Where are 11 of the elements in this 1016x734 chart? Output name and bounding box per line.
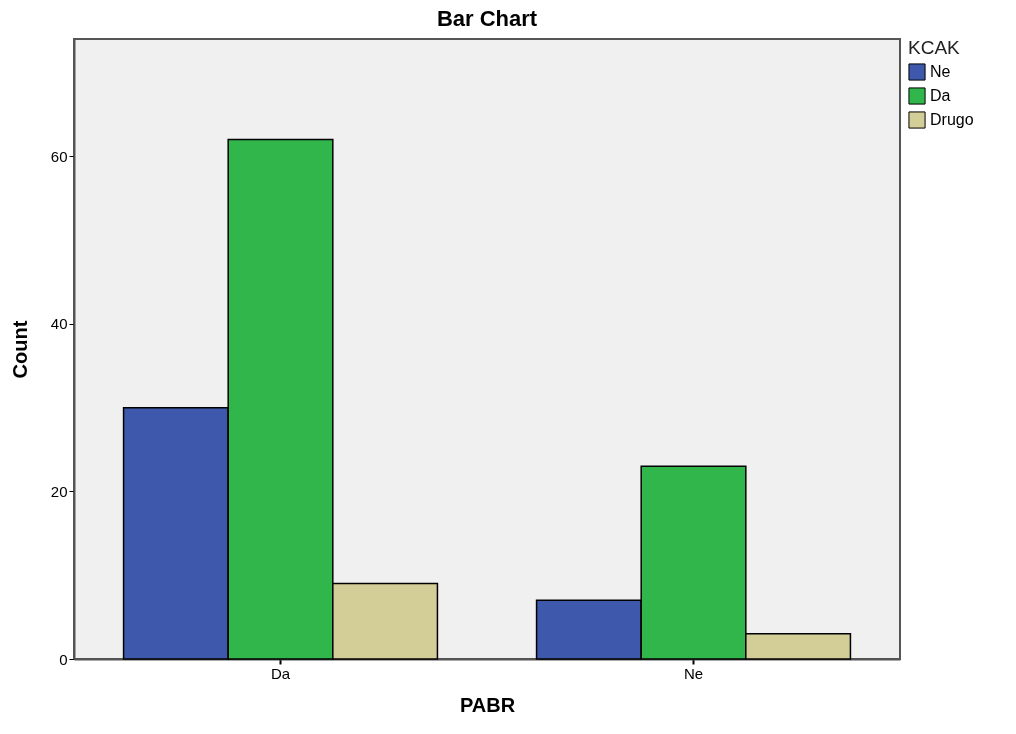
legend-label: Ne (930, 63, 951, 80)
y-axis-title: Count (8, 320, 31, 379)
y-tick-label: 60 (50, 147, 68, 165)
x-axis-title: PABR (459, 693, 516, 716)
legend-title: KCAK (908, 37, 961, 58)
legend-label: Drugo (930, 111, 974, 128)
legend-label: Da (930, 87, 951, 104)
y-tick-label: 20 (50, 482, 68, 500)
y-tick-label: 0 (59, 650, 68, 668)
chart-title: Bar Chart (436, 6, 538, 31)
y-tick-label: 40 (50, 315, 68, 333)
